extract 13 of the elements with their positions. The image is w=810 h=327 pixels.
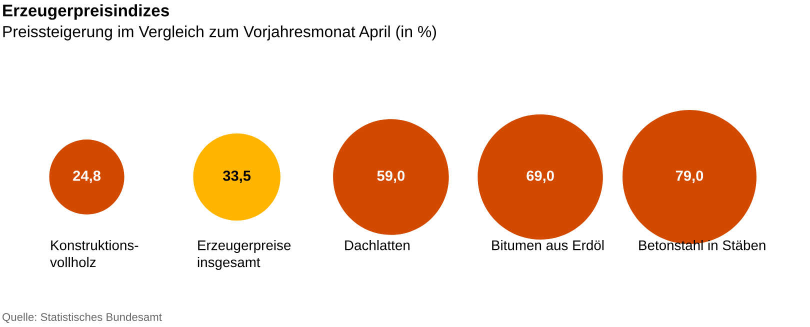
category-label: Dachlatten (345, 240, 410, 250)
category-label: Betonstahl in Stäben (639, 240, 766, 250)
text: Preissteigerung im Vergleich zum Vorjahresmonat April (in %) (3, 26, 436, 40)
source-note: Quelle: Statistisches Bundesamt (2, 312, 162, 323)
data-label: 33,5 (222, 170, 251, 184)
data-label: 69,0 (526, 170, 554, 184)
category-label: Bitumen aus Erdöl (492, 240, 604, 250)
category-label: Konstruktions- vollholz (50, 240, 138, 268)
data-label: 24,8 (73, 170, 101, 184)
text: Erzeugerpreisindizes (3, 4, 169, 20)
data-label: 59,0 (377, 170, 405, 184)
category-label: Erzeugerpreise insgesamt (198, 240, 291, 270)
data-label: 79,0 (676, 170, 704, 184)
